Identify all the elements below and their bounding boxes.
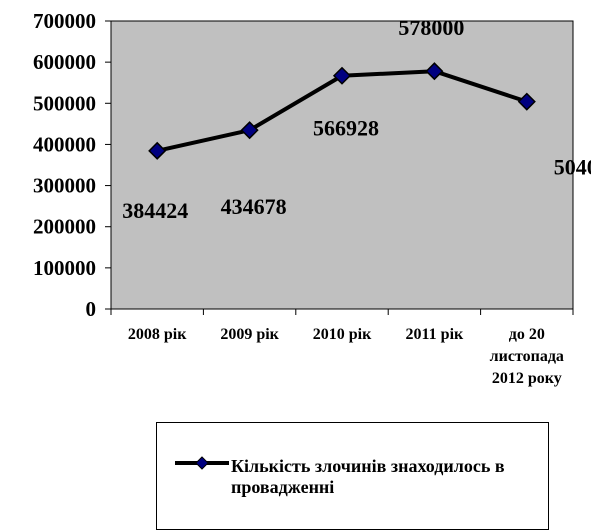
y-tick-label: 200000 — [33, 215, 96, 239]
plot-area — [110, 20, 574, 310]
data-point-marker — [332, 66, 352, 85]
legend-swatch-icon — [175, 456, 229, 470]
data-label: 566928 — [313, 116, 379, 141]
y-tick-label: 500000 — [33, 91, 96, 115]
y-tick-label: 400000 — [33, 132, 96, 156]
series-line — [148, 62, 536, 160]
data-point-marker — [148, 141, 167, 160]
y-tick-label: 0 — [86, 297, 97, 321]
data-labels: 384424 434678 566928 578000 504027 — [122, 15, 591, 223]
data-label: 434678 — [221, 194, 287, 219]
legend-label: Кількість злочинів знаходилось в провадж… — [231, 456, 505, 497]
y-tick-label: 700000 — [33, 9, 96, 33]
y-tick-label: 100000 — [33, 256, 96, 280]
data-point-marker — [425, 62, 444, 81]
y-tick-label: 300000 — [33, 174, 96, 198]
x-axis: 2008 рік 2009 рік 2010 рік 2011 рік до 20 лис… — [110, 309, 574, 387]
data-label: 384424 — [122, 198, 188, 223]
data-label: 504027 — [554, 155, 591, 180]
x-tick-label: 2011 рік — [406, 326, 464, 343]
x-tick-label: 2008 рік — [128, 326, 187, 343]
data-point-marker — [517, 92, 536, 111]
x-tick-label: 2009 рік — [220, 326, 279, 343]
x-tick-label: до 20 листопада 2012 року — [490, 326, 564, 387]
legend: Кількість злочинів знаходилось в провадж… — [156, 422, 549, 530]
data-point-marker — [240, 121, 259, 140]
data-label: 578000 — [398, 15, 464, 40]
y-tick-label: 600000 — [33, 50, 96, 74]
x-tick-label: 2010 рік — [313, 326, 372, 343]
y-axis: 0 100000 200000 300000 400000 500000 600000 700… — [33, 9, 111, 321]
